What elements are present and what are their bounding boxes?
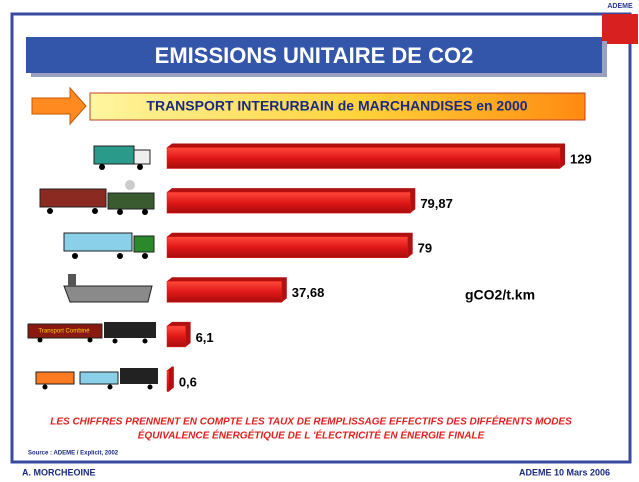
bar xyxy=(166,370,170,392)
value-label: 79,87 xyxy=(420,196,453,211)
icon-truck xyxy=(93,145,151,170)
bar xyxy=(166,191,411,214)
subtitle: TRANSPORT INTERURBAIN de MARCHANDISES en… xyxy=(146,98,527,114)
value-label: 0,6 xyxy=(179,374,197,389)
subtitle-box xyxy=(89,92,586,121)
value-label: 129 xyxy=(570,151,592,166)
logo-box xyxy=(602,14,638,44)
value-label: 6,1 xyxy=(196,330,214,345)
unit-label: gCO2/t.km xyxy=(465,287,535,303)
icon-barge xyxy=(63,274,153,303)
icon-electric-train xyxy=(35,368,158,390)
note: LES CHIFFRES PRENNENT EN COMPTE LES TAUX… xyxy=(50,415,572,428)
bar xyxy=(166,325,186,348)
logo-text: ADEME xyxy=(607,3,633,10)
bar xyxy=(166,236,408,258)
bar xyxy=(166,281,283,303)
icon-big-truck xyxy=(63,232,155,259)
frame xyxy=(10,12,632,464)
icon-label: Transport Combiné xyxy=(38,329,90,335)
bar xyxy=(166,147,561,169)
note: ÉQUIVALENCE ÉNERGÉTIQUE DE L 'ÉLECTRICIT… xyxy=(138,429,485,442)
source: Source : ADEME / Explicit, 2002 xyxy=(28,451,119,457)
footer-right: ADEME 10 Mars 2006 xyxy=(519,467,610,477)
icon-combined-train: Transport Combiné xyxy=(27,322,156,344)
value-label: 37,68 xyxy=(292,285,325,300)
title: EMISSIONS UNITAIRE DE CO2 xyxy=(155,43,474,68)
icon-steam-train xyxy=(39,180,155,215)
arrow xyxy=(31,86,87,126)
title-box xyxy=(26,37,602,73)
value-label: 79 xyxy=(418,241,432,256)
footer-left: A. MORCHEOINE xyxy=(22,467,96,477)
